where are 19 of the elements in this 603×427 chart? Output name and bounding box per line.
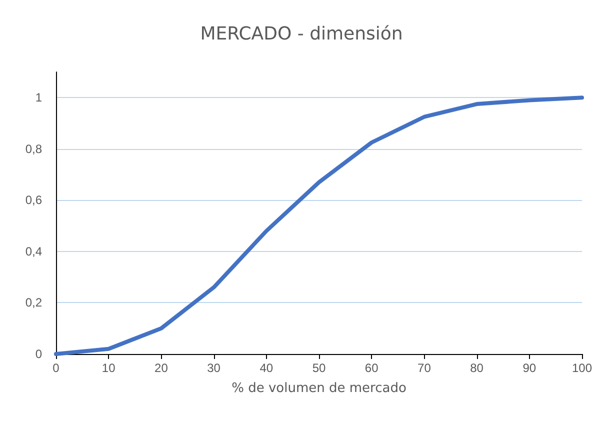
x-tick-label: 30 [207,361,221,375]
chart-title: MERCADO - dimensión [200,24,403,44]
y-tick-label: 0,2 [25,296,42,310]
x-tick-label: 20 [154,361,168,375]
y-tick-label: 0,4 [25,244,42,258]
y-tick-label: 0,8 [25,142,42,156]
y-tick-label: 0,6 [25,193,42,208]
x-tick-label: 70 [418,361,432,375]
x-axis-title: % de volumen de mercado [232,381,406,396]
x-tick-label: 80 [470,361,484,375]
x-tick-label: 50 [312,361,326,375]
x-tick-label: 60 [364,361,379,375]
y-tick-label: 1 [35,90,42,105]
x-tick-label: 0 [52,361,60,375]
x-tick-label: 10 [102,361,116,375]
y-tick-label: 0 [35,347,42,361]
x-tick-label: 100 [572,361,592,375]
x-tick-label: 40 [260,361,274,375]
x-tick-label: 90 [522,361,536,375]
